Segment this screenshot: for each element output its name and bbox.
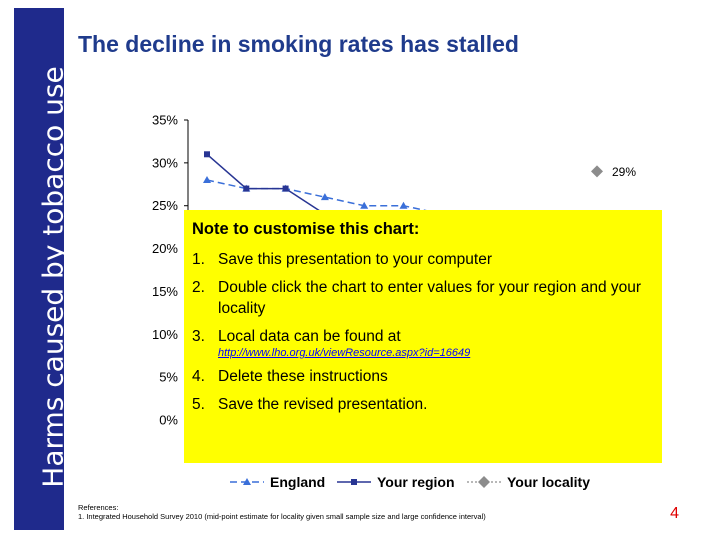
data-point — [282, 185, 289, 192]
page-number: 4 — [670, 505, 679, 522]
legend-label: Your locality — [507, 474, 590, 490]
data-point — [320, 193, 329, 201]
sidebar-band: Harms caused by tobacco use — [14, 8, 70, 530]
note-item-number: 3. — [192, 328, 205, 345]
note-item-number: 2. — [192, 279, 205, 296]
y-tick-label: 35% — [152, 113, 178, 128]
locality-data-point — [591, 165, 603, 178]
note-title: Note to customise this chart: — [192, 220, 420, 238]
legend-label: England — [270, 474, 325, 490]
series-layer — [203, 151, 447, 218]
note-item-number: 4. — [192, 368, 205, 385]
data-point — [243, 185, 250, 192]
y-tick-label: 25% — [152, 198, 178, 213]
references-heading: References: — [78, 503, 119, 512]
note-item-text: Delete these instructions — [218, 368, 388, 385]
legend-marker — [478, 476, 490, 488]
series-line — [206, 153, 365, 216]
note-item-body: Local data can be found at http://www.lh… — [218, 326, 470, 359]
note-item: 2. Double click the chart to enter value… — [192, 277, 654, 319]
locality-point-layer: 29% — [591, 165, 636, 179]
note-item-text: Save this presentation to your computer — [218, 251, 492, 268]
data-point — [203, 176, 211, 183]
note-item-number: 1. — [192, 251, 205, 268]
y-tick-label: 30% — [152, 155, 178, 170]
data-point — [204, 151, 210, 158]
legend: England Your region Your locality — [230, 474, 590, 490]
note-item: 5. Save the revised presentation. — [192, 394, 654, 415]
legend-item: England — [230, 474, 325, 490]
series-your-region — [204, 151, 368, 218]
note-item-text: Double click the chart to enter values f… — [218, 279, 642, 317]
references: References: 1. Integrated Household Surv… — [78, 503, 486, 521]
locality-data-label: 29% — [612, 165, 636, 179]
legend-label: Your region — [377, 474, 455, 490]
y-tick-label: 15% — [152, 284, 178, 299]
lho-resource-link[interactable]: http://www.lho.org.uk/viewResource.aspx?… — [218, 347, 471, 359]
note-list: 1. Save this presentation to your comput… — [192, 249, 654, 415]
legend-item: Your region — [337, 474, 455, 490]
note-item-text: Local data can be found at — [218, 328, 401, 345]
reference-1: 1. Integrated Household Survey 2010 (mid… — [78, 512, 486, 521]
legend-marker — [243, 478, 251, 485]
y-tick-label: 10% — [152, 327, 178, 342]
note-item: 4. Delete these instructions — [192, 366, 654, 387]
note-item-number: 5. — [192, 396, 205, 413]
note-item: 1. Save this presentation to your comput… — [192, 249, 654, 270]
slide-title: The decline in smoking rates has stalled — [78, 31, 519, 57]
y-tick-label: 20% — [152, 241, 178, 256]
data-point — [360, 201, 369, 209]
legend-item: Your locality — [467, 474, 590, 490]
y-axis: 35% 30% 25% 20% 15% 10% 5% 0% — [152, 113, 189, 428]
note-item-text: Save the revised presentation. — [218, 396, 428, 413]
y-tick-label: 5% — [159, 370, 178, 385]
customise-note-box: Note to customise this chart: 1. Save th… — [184, 210, 662, 463]
note-item: 3. Local data can be found at http://www… — [192, 326, 654, 359]
y-tick-label: 0% — [159, 413, 178, 428]
legend-marker — [351, 479, 357, 485]
data-point — [399, 201, 408, 209]
